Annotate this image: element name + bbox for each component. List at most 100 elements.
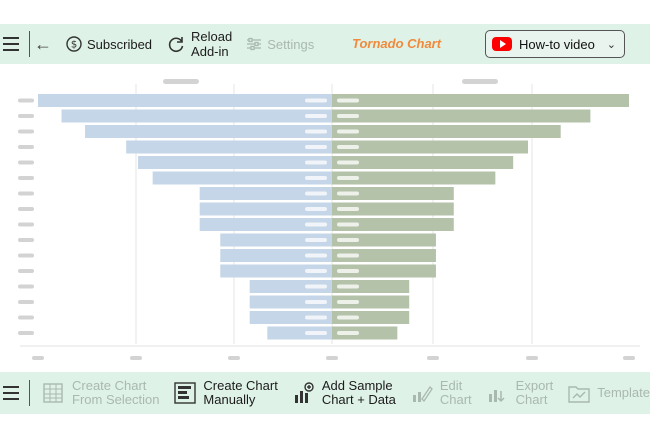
category-label-placeholder [18, 253, 34, 258]
right-bar [332, 311, 410, 324]
left-data-label-placeholder [305, 98, 327, 103]
right-data-label-placeholder [337, 160, 359, 165]
right-bar [332, 280, 410, 293]
add-sample-line2: Chart + Data [321, 392, 396, 407]
right-bar [332, 94, 629, 107]
bottom-toolbar: Create Chart From Selection Create Chart… [0, 372, 650, 414]
reload-label: Reload Add-in [191, 29, 232, 59]
left-data-label-placeholder [305, 160, 327, 165]
left-bar [61, 109, 333, 123]
create-chart-from-selection-button[interactable]: Create Chart From Selection [42, 379, 159, 407]
svg-text:$: $ [71, 40, 77, 51]
category-label-placeholder [18, 145, 34, 149]
right-data-label-placeholder [337, 315, 359, 320]
left-bar [220, 249, 332, 262]
left-bar [126, 140, 332, 154]
back-arrow-icon[interactable]: ← [34, 34, 52, 54]
category-label-placeholder [18, 191, 34, 196]
right-bar [332, 295, 410, 309]
left-bar [137, 156, 332, 169]
x-tick-label-placeholder [526, 356, 538, 360]
category-label-placeholder [18, 160, 34, 165]
brand-title: Tornado Chart [352, 36, 442, 51]
left-data-label-placeholder [305, 222, 327, 227]
x-tick-label-placeholder [130, 356, 142, 360]
right-data-label-placeholder [337, 176, 359, 180]
subscribed-button[interactable]: $ Subscribed [66, 36, 152, 52]
x-tick-label-placeholder [623, 356, 635, 360]
youtube-icon [492, 37, 512, 51]
category-label-placeholder [18, 269, 34, 273]
left-data-label-placeholder [305, 269, 327, 273]
toolbar-divider [29, 31, 30, 57]
left-data-label-placeholder [305, 191, 327, 196]
create-chart-manually-button[interactable]: Create Chart Manually [173, 378, 278, 407]
right-data-label-placeholder [337, 145, 359, 149]
right-bar [332, 171, 496, 185]
category-label-placeholder [18, 129, 34, 134]
create-selection-line1: Create Chart [72, 378, 147, 393]
right-bar [332, 249, 436, 262]
x-tick-label-placeholder [228, 356, 240, 360]
tornado-chart-preview [0, 64, 650, 371]
reload-addin-button[interactable]: Reload Add-in [166, 29, 232, 59]
right-data-label-placeholder [337, 129, 359, 134]
left-bar [38, 94, 332, 107]
right-bar [332, 218, 454, 231]
settings-label: Settings [267, 36, 315, 52]
manual-chart-icon [174, 382, 197, 404]
category-label-placeholder [18, 315, 34, 320]
category-label-placeholder [18, 98, 34, 103]
left-bar [152, 171, 332, 185]
right-data-label-placeholder [337, 269, 359, 273]
left-data-label-placeholder [305, 176, 327, 180]
settings-button[interactable]: Settings [246, 36, 314, 52]
sliders-icon [247, 37, 262, 51]
left-data-label-placeholder [305, 207, 327, 211]
right-bar [332, 125, 561, 138]
left-bar [249, 280, 332, 293]
edit-line2: Chart [439, 392, 472, 407]
edit-chart-icon [412, 385, 433, 403]
left-data-label-placeholder [305, 238, 327, 242]
tornado-chart-svg [18, 79, 640, 360]
chevron-down-icon: ⌄ [606, 38, 616, 51]
top-toolbar: ← $ Subscribed Reload Add-in Settings To… [0, 24, 650, 64]
right-data-label-placeholder [337, 191, 359, 196]
menu-icon[interactable] [3, 33, 25, 55]
x-tick-label-placeholder [427, 356, 439, 360]
category-label-placeholder [18, 207, 34, 211]
left-bar [220, 264, 332, 278]
export-line1: Export [515, 378, 554, 393]
create-selection-line2: From Selection [72, 392, 160, 407]
edit-chart-button[interactable]: Edit Chart [410, 379, 472, 407]
add-sample-chart-button[interactable]: Add Sample Chart + Data [292, 379, 396, 407]
export-icon [488, 390, 505, 403]
howto-video-dropdown[interactable]: How-to video ⌄ [485, 30, 625, 58]
template-button[interactable]: Template [567, 381, 650, 405]
sample-chart-icon [294, 382, 314, 403]
reload-icon [168, 37, 184, 53]
category-label-placeholder [18, 238, 34, 242]
left-bar [249, 295, 332, 309]
right-bar [332, 264, 436, 278]
right-data-label-placeholder [337, 114, 359, 118]
bottom-menu-icon[interactable] [3, 382, 25, 404]
export-line2: Chart [515, 392, 548, 407]
create-manual-line1: Create Chart [203, 378, 278, 393]
right-bar [332, 202, 454, 216]
right-bar [332, 233, 436, 247]
right-bar [332, 326, 398, 340]
right-bar [332, 140, 529, 154]
export-chart-button[interactable]: Export Chart [486, 378, 554, 407]
category-label-placeholder [18, 114, 34, 118]
category-label-placeholder [18, 331, 34, 335]
left-bar [267, 326, 332, 340]
category-label-placeholder [18, 284, 34, 289]
table-grid-icon [43, 383, 63, 403]
right-bar [332, 187, 454, 200]
create-manual-line2: Manually [203, 392, 256, 407]
bottom-toolbar-divider [29, 380, 30, 406]
left-bar [249, 311, 332, 324]
left-data-label-placeholder [305, 315, 327, 320]
